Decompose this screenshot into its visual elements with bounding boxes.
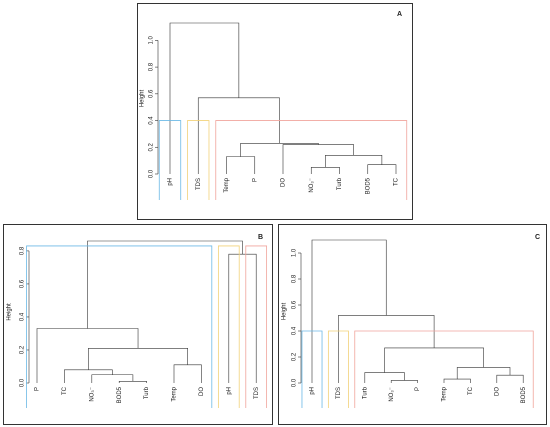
- cluster-box: [354, 330, 534, 408]
- leaf-label: NO₃⁻: [89, 387, 95, 402]
- leaf-label: BOD5: [521, 386, 527, 403]
- leaf-label: TDS: [196, 178, 202, 190]
- leaf-label: P: [252, 178, 258, 182]
- merge-link: [456, 367, 511, 380]
- y-tick-label: 0.4: [292, 326, 298, 335]
- y-tick-label: 0.6: [20, 279, 26, 288]
- cluster-box: [327, 330, 349, 408]
- leaf-label: BOD5: [117, 386, 123, 403]
- merge-link: [364, 372, 405, 383]
- merge-link: [325, 154, 383, 168]
- leaf-label: Temp: [172, 386, 178, 401]
- y-tick-label: 0.8: [20, 246, 26, 255]
- y-tick-label: 1.0: [292, 248, 298, 257]
- merge-link: [226, 156, 256, 174]
- merge-link: [496, 374, 524, 383]
- leaf-label: TC: [62, 386, 68, 395]
- merge-link: [367, 164, 397, 174]
- merge-link: [384, 347, 484, 373]
- panel-frame: [278, 224, 547, 425]
- merge-link: [310, 167, 340, 174]
- leaf-label: NO₃⁻: [389, 387, 395, 402]
- y-tick-label: 0.6: [292, 300, 298, 309]
- y-tick-label: 0.0: [292, 378, 298, 387]
- y-axis-label: Height: [282, 302, 288, 320]
- leaf-label: NO₃⁻: [309, 178, 315, 193]
- merge-link: [64, 369, 113, 383]
- panel-label: C: [535, 234, 540, 241]
- merge-link: [91, 374, 134, 383]
- cluster-box: [301, 330, 323, 408]
- leaf-label: Turb: [144, 386, 150, 399]
- cluster-box: [158, 120, 182, 200]
- leaf-label: Temp: [224, 177, 230, 192]
- y-axis-label: Height: [140, 89, 146, 107]
- leaf-label: TC: [394, 177, 400, 186]
- y-tick-label: 0.4: [20, 312, 26, 321]
- merge-link: [282, 144, 354, 174]
- leaf-label: pH: [226, 387, 232, 395]
- leaf-label: TC: [468, 386, 474, 395]
- merge-link: [197, 97, 280, 174]
- merge-link: [169, 22, 240, 174]
- panel-frame: [137, 3, 413, 220]
- y-tick-label: 0.2: [292, 352, 298, 361]
- leaf-label: TDS: [254, 387, 260, 399]
- merge-link: [228, 253, 257, 383]
- panel-frame: [3, 224, 273, 425]
- merge-link: [87, 240, 243, 329]
- leaf-label: BOD5: [365, 177, 371, 194]
- merge-link: [88, 348, 188, 370]
- merge-link: [390, 380, 418, 383]
- merge-link: [443, 378, 471, 383]
- merge-link: [118, 381, 147, 383]
- cluster-box: [187, 120, 210, 200]
- leaf-label: DO: [494, 387, 500, 396]
- cluster-box: [245, 245, 268, 408]
- leaf-label: P: [35, 387, 41, 391]
- y-tick-label: 1.0: [149, 36, 155, 45]
- merge-link: [173, 364, 202, 383]
- cluster-box: [217, 245, 240, 408]
- y-tick-label: 0.8: [292, 274, 298, 283]
- y-tick-label: 0.2: [20, 345, 26, 354]
- leaf-label: pH: [310, 387, 316, 395]
- cluster-box: [215, 120, 408, 200]
- leaf-label: P: [415, 387, 421, 391]
- leaf-label: DO: [281, 178, 287, 187]
- merge-link: [36, 328, 139, 383]
- y-axis-label: Height: [7, 303, 13, 321]
- y-tick-label: 0.0: [20, 378, 26, 387]
- cluster-box: [26, 245, 213, 408]
- leaf-label: Turb: [362, 386, 368, 399]
- leaf-label: Temp: [442, 386, 448, 401]
- leaf-label: pH: [168, 178, 174, 186]
- panel-label: A: [397, 11, 402, 18]
- y-tick-label: 0.8: [149, 62, 155, 71]
- merge-link: [311, 239, 387, 383]
- leaf-label: TDS: [336, 387, 342, 399]
- y-tick-label: 0.0: [149, 169, 155, 178]
- leaf-label: Turb: [337, 177, 343, 190]
- y-tick-label: 0.4: [149, 116, 155, 125]
- panel-label: B: [258, 234, 263, 241]
- leaf-label: DO: [199, 387, 205, 396]
- y-tick-label: 0.2: [149, 142, 155, 151]
- merge-link: [240, 142, 319, 157]
- y-tick-label: 0.6: [149, 89, 155, 98]
